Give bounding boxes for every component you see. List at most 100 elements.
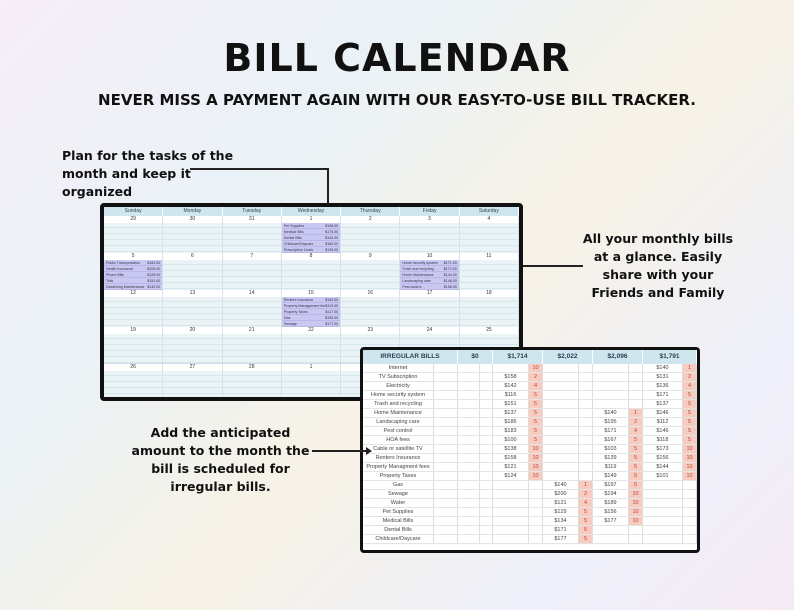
bill-amount	[593, 382, 629, 391]
day-number: 1	[281, 364, 341, 371]
calendar-day: 6	[163, 253, 223, 290]
due-day	[579, 391, 593, 400]
due-day	[579, 409, 593, 418]
bill-amount: $172.00	[443, 267, 457, 271]
due-day	[480, 409, 493, 418]
day-number: 27	[163, 364, 222, 371]
day-number: 10	[400, 253, 459, 260]
due-day: 5	[529, 427, 543, 436]
bill-name: Sewage	[283, 322, 297, 326]
due-day	[629, 391, 643, 400]
irregular-bills-table: IRREGULAR BILLS $0 $1,714 $2,022 $2,096 $1,79…	[360, 347, 700, 553]
calendar-bill-entry: Public Transportation $183.00	[104, 260, 163, 266]
due-day: 2	[529, 373, 543, 382]
bill-amount	[543, 382, 579, 391]
bill-amount: $144	[643, 463, 683, 472]
bill-amount: $140	[593, 409, 629, 418]
bill-name: Prescription Costs	[283, 248, 314, 252]
bill-amount: $171	[643, 391, 683, 400]
bill-amount: $158	[493, 373, 529, 382]
table-row: Water $121 4 $189 10	[363, 499, 697, 508]
table-row: Property Taxes $124 10 $149 5 $101 10	[363, 472, 697, 481]
due-day	[480, 508, 493, 517]
table-row: Medical Bills $134 5 $177 10	[363, 517, 697, 526]
bill-amount: $171.00	[443, 261, 457, 265]
bill-amount: $183.00	[147, 261, 161, 265]
bill-amount: $121	[543, 499, 579, 508]
bill-label: Trash and recycling	[363, 400, 434, 409]
due-day: 5	[683, 436, 697, 445]
due-day	[480, 454, 493, 463]
day-number: 20	[163, 327, 222, 334]
due-day: 1	[629, 409, 643, 418]
calendar-bill-entry: Home Maintenance $144.00	[400, 272, 459, 278]
table-row: Property Managment fees $121 10 $119 5 $144 10	[363, 463, 697, 472]
day-number: 15	[281, 290, 341, 297]
bill-amount	[458, 454, 480, 463]
month-total: $1,791	[643, 350, 697, 364]
due-day: 5	[683, 409, 697, 418]
due-day	[683, 526, 697, 535]
bill-amount	[493, 517, 529, 526]
bill-amount	[643, 499, 683, 508]
table-row: Dental Bills $171 5	[363, 526, 697, 535]
day-number: 25	[459, 327, 518, 334]
bill-amount	[593, 373, 629, 382]
due-day: 10	[683, 463, 697, 472]
due-day: 5	[629, 463, 643, 472]
due-day	[683, 490, 697, 499]
bill-amount: $156	[643, 454, 683, 463]
calendar-bill-entry: Health Insurance $106.00	[104, 266, 163, 272]
bill-amount	[458, 490, 480, 499]
due-day: 5	[629, 445, 643, 454]
calendar-day: 20	[163, 327, 223, 363]
day-number: 21	[222, 327, 281, 334]
due-day: 10	[683, 445, 697, 454]
bill-amount	[643, 535, 683, 544]
day-number: 16	[341, 290, 400, 297]
bill-amount: $146	[643, 427, 683, 436]
due-day	[579, 373, 593, 382]
bill-amount	[643, 481, 683, 490]
calendar-bill-entry: Gas $155.00	[281, 315, 341, 321]
empty-cell	[434, 499, 458, 508]
due-day: 4	[629, 427, 643, 436]
bill-amount: $116	[493, 391, 529, 400]
bill-name: Childcare/Daycare	[283, 242, 314, 246]
calendar-bill-entry: Prescription Costs $195.00	[281, 247, 341, 253]
bill-amount: $177	[543, 535, 579, 544]
calendar-day: 22	[281, 327, 342, 363]
bill-amount: $134	[543, 517, 579, 526]
bill-label: Pet Supplies	[363, 508, 434, 517]
due-day: 10	[529, 463, 543, 472]
bill-amount	[458, 472, 480, 481]
bill-name: Pest control	[402, 285, 422, 289]
table-row: Home security system $116 5 $171 5	[363, 391, 697, 400]
due-day: 5	[529, 391, 543, 400]
due-day: 10	[629, 490, 643, 499]
empty-cell	[434, 490, 458, 499]
bill-amount: $138	[493, 445, 529, 454]
due-day	[480, 427, 493, 436]
due-day	[579, 463, 593, 472]
bill-amount	[593, 364, 629, 373]
calendar-bill-entry: Tolls $151.00	[104, 278, 163, 284]
calendar-day: 15 Renters Insurance $163.00 Property Manag…	[281, 290, 342, 327]
bill-amount: $177.00	[325, 322, 339, 326]
bill-amount	[493, 508, 529, 517]
bill-name: Gardening Maintenance	[106, 285, 145, 289]
day-header: Friday	[400, 207, 460, 216]
bill-amount	[458, 427, 480, 436]
due-day: 5	[629, 454, 643, 463]
bill-amount	[493, 481, 529, 490]
table-row: Home Maintenance $137 5 $140 1 $146 5	[363, 409, 697, 418]
bill-name: Landscaping care	[402, 279, 431, 283]
bill-label: TV Subscription	[363, 373, 434, 382]
due-day: 10	[683, 472, 697, 481]
day-header: Thursday	[341, 207, 401, 216]
bill-amount	[458, 517, 480, 526]
bill-amount: $121	[493, 463, 529, 472]
bill-amount: $106.00	[147, 267, 161, 271]
calendar-bill-entry: Renters Insurance $163.00	[281, 297, 341, 303]
bill-name: Gas	[283, 316, 291, 320]
